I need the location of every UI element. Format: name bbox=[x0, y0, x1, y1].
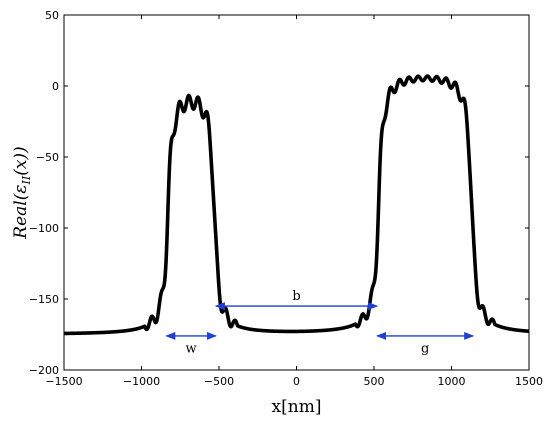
permittivity-curve bbox=[62, 74, 531, 336]
x-tick-label: 1500 bbox=[515, 375, 543, 388]
y-axis-label-subscript: II bbox=[20, 175, 33, 185]
axes-frame bbox=[63, 14, 530, 371]
y-axis-label: Real(εII(x)) bbox=[11, 146, 33, 239]
annotation-layer: w b g bbox=[165, 289, 475, 357]
x-tick-label: 500 bbox=[364, 375, 385, 388]
y-axis-label-main: Real(ε bbox=[11, 185, 31, 240]
x-tick-label: 1000 bbox=[438, 375, 466, 388]
x-tick-label: 0 bbox=[293, 375, 300, 388]
y-tick-label: −150 bbox=[29, 293, 59, 306]
y-tick-label: −200 bbox=[29, 364, 59, 377]
y-tick-label: 0 bbox=[52, 80, 59, 93]
y-tick-label: −50 bbox=[36, 151, 59, 164]
annotation-label-b: b bbox=[292, 289, 300, 304]
axes-layer: −1500 −1000 −500 0 500 1000 1500500−50−100−150… bbox=[29, 9, 543, 388]
plot-area bbox=[64, 15, 529, 370]
y-axis-label-tail: (x)) bbox=[11, 146, 31, 175]
y-tick-label: 50 bbox=[45, 9, 59, 22]
x-tick-label: −1500 bbox=[45, 375, 82, 388]
x-tick-label: −1000 bbox=[123, 375, 160, 388]
x-axis-label: x[nm] bbox=[272, 397, 322, 417]
y-tick-label: −100 bbox=[29, 222, 59, 235]
plot-background bbox=[64, 15, 529, 370]
curve-layer bbox=[62, 74, 531, 336]
annotation-label-g: g bbox=[421, 342, 429, 357]
annotation-label-w: w bbox=[186, 342, 197, 357]
x-tick-label: −500 bbox=[204, 375, 234, 388]
